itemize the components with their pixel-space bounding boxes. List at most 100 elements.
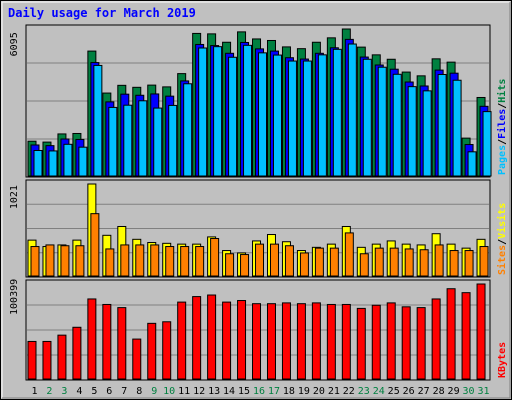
bar-sites-4	[75, 245, 85, 277]
xtick-label-10: 10	[163, 386, 175, 397]
legend-separator: /	[497, 103, 508, 109]
bar-sites-8	[135, 244, 145, 277]
xtick-label-22: 22	[343, 386, 355, 397]
xtick-label-19: 19	[298, 386, 310, 397]
bar-pages-7	[123, 104, 133, 177]
bar-kbytes-15	[237, 300, 247, 380]
xtick-label-12: 12	[193, 386, 205, 397]
bar-kbytes-25	[386, 302, 396, 380]
bar-pages-14	[228, 56, 238, 177]
bar-pages-20	[317, 54, 327, 177]
xtick-label-29: 29	[448, 386, 460, 397]
bar-sites-18	[284, 245, 294, 277]
bar-pages-21	[332, 48, 342, 177]
bar-kbytes-21	[326, 303, 336, 380]
bar-pages-13	[213, 46, 223, 177]
bar-sites-25	[389, 247, 399, 277]
bar-sites-5	[90, 213, 100, 277]
legend-item-files: Files	[496, 109, 508, 139]
bar-pages-30	[467, 151, 477, 177]
xtick-label-11: 11	[178, 386, 190, 397]
legend-hits: Pages/Files/Hits	[496, 79, 508, 175]
xtick-label-28: 28	[433, 386, 445, 397]
bar-pages-11	[183, 83, 193, 177]
bar-sites-6	[105, 248, 115, 277]
bar-sites-13	[210, 238, 220, 277]
bar-kbytes-24	[371, 304, 381, 380]
xtick-label-25: 25	[388, 386, 400, 397]
bar-kbytes-4	[72, 326, 82, 380]
bar-sites-3	[60, 245, 70, 277]
bar-sites-28	[434, 244, 444, 277]
legend-kbytes: KBytes	[497, 342, 508, 378]
bar-pages-1	[33, 149, 43, 177]
bar-sites-14	[225, 253, 235, 277]
xtick-label-14: 14	[223, 386, 235, 397]
bar-pages-24	[377, 66, 387, 177]
xtick-label-16: 16	[253, 386, 265, 397]
bar-kbytes-5	[87, 298, 97, 380]
bar-pages-27	[422, 90, 432, 177]
bar-sites-27	[419, 249, 429, 277]
xtick-label-24: 24	[373, 386, 385, 397]
bar-sites-2	[45, 244, 55, 277]
xtick-label-27: 27	[418, 386, 430, 397]
bar-kbytes-3	[57, 334, 67, 380]
bar-kbytes-7	[117, 307, 127, 380]
series-pages	[33, 43, 492, 177]
bar-kbytes-8	[132, 338, 142, 380]
legend-item-sites: Sites	[496, 245, 508, 275]
xtick-label-20: 20	[313, 386, 325, 397]
legend-item-visits: Visits	[496, 203, 508, 239]
bar-pages-5	[93, 64, 103, 177]
bar-kbytes-23	[356, 307, 366, 380]
bar-pages-22	[347, 43, 357, 177]
ytick-label-kbytes: 100399	[9, 279, 20, 315]
xtick-label-13: 13	[208, 386, 220, 397]
xtick-label-21: 21	[328, 386, 340, 397]
bar-sites-19	[299, 252, 309, 277]
xtick-label-23: 23	[358, 386, 370, 397]
bar-pages-25	[392, 73, 402, 177]
legend-text-hits: Pages/Files/Hits	[496, 79, 508, 175]
bar-kbytes-1	[27, 340, 37, 380]
series-sites	[30, 213, 489, 277]
bar-sites-22	[344, 232, 354, 277]
bar-sites-12	[195, 246, 205, 277]
bar-kbytes-13	[207, 294, 217, 380]
bar-pages-29	[452, 79, 462, 177]
bar-pages-17	[272, 54, 282, 177]
bar-sites-24	[374, 247, 384, 277]
bar-pages-6	[108, 106, 118, 177]
xtick-label-18: 18	[283, 386, 295, 397]
bar-pages-19	[302, 60, 312, 177]
bar-kbytes-14	[222, 301, 232, 380]
legend-separator: /	[497, 239, 508, 245]
xtick-label-17: 17	[268, 386, 280, 397]
panel-kbytes: 100399 KBytes	[9, 279, 508, 381]
bar-sites-26	[404, 248, 414, 277]
xtick-label-8: 8	[136, 386, 142, 397]
bar-kbytes-16	[252, 303, 262, 380]
bar-sites-20	[314, 247, 324, 277]
xtick-label-9: 9	[151, 386, 157, 397]
panel-visits: 1021 Sites/Visits	[9, 179, 508, 278]
bar-kbytes-19	[296, 303, 306, 380]
bar-kbytes-2	[42, 340, 52, 380]
bar-kbytes-28	[431, 298, 441, 380]
xtick-label-2: 2	[46, 386, 52, 397]
ytick-label-hits: 6095	[9, 32, 20, 56]
series-kbytes	[27, 283, 486, 380]
bar-kbytes-31	[476, 283, 486, 380]
xtick-label-26: 26	[403, 386, 415, 397]
xtick-label-3: 3	[61, 386, 67, 397]
bar-sites-7	[120, 244, 130, 277]
bar-sites-31	[479, 246, 489, 277]
bar-sites-10	[165, 246, 175, 277]
xtick-label-30: 30	[463, 386, 475, 397]
bar-sites-17	[269, 243, 279, 277]
